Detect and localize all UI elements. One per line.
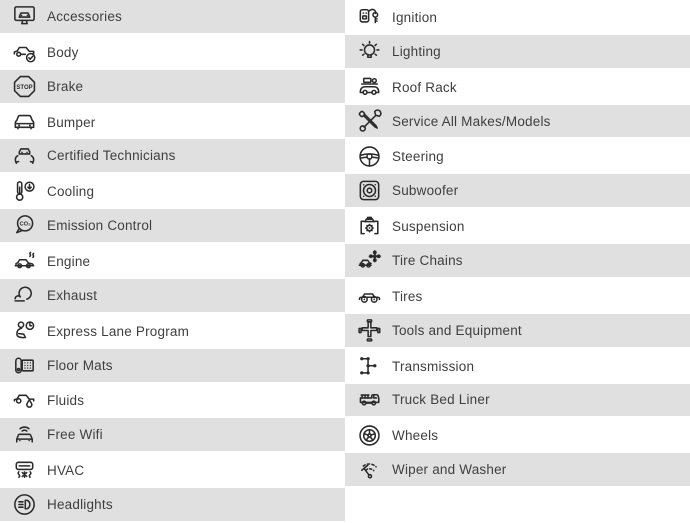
engine-icon bbox=[10, 247, 38, 275]
subwoofer-icon bbox=[355, 177, 383, 205]
category-row[interactable]: Body bbox=[0, 35, 345, 70]
category-label: Wiper and Washer bbox=[392, 462, 507, 478]
category-label: Tire Chains bbox=[392, 252, 463, 268]
fluids-icon bbox=[10, 387, 38, 415]
category-row[interactable]: Ignition bbox=[345, 0, 690, 35]
hvac-icon bbox=[10, 457, 38, 485]
category-row[interactable]: STOP Brake bbox=[0, 69, 345, 105]
accessories-icon bbox=[10, 2, 38, 30]
category-row[interactable]: Engine bbox=[0, 244, 345, 279]
exhaust-icon bbox=[10, 281, 38, 309]
category-row[interactable]: Exhaust bbox=[0, 278, 345, 314]
category-row[interactable]: Express Lane Program bbox=[0, 314, 345, 349]
category-label: HVAC bbox=[47, 463, 85, 479]
tires-icon bbox=[355, 282, 383, 310]
category-label: Floor Mats bbox=[47, 357, 113, 373]
cooling-icon bbox=[10, 178, 38, 206]
category-label: Engine bbox=[47, 253, 91, 269]
category-row[interactable]: Floor Mats bbox=[0, 348, 345, 384]
transmission-icon bbox=[355, 352, 383, 380]
category-row[interactable]: Lighting bbox=[345, 34, 690, 70]
steering-icon bbox=[355, 143, 383, 171]
category-row[interactable]: Cooling bbox=[0, 174, 345, 209]
tools-equipment-icon bbox=[355, 316, 383, 344]
svg-text:CO₂: CO₂ bbox=[19, 222, 31, 228]
category-label: Transmission bbox=[392, 358, 475, 374]
tire-chains-icon bbox=[355, 246, 383, 274]
category-row[interactable]: Steering bbox=[345, 139, 690, 174]
category-row[interactable]: Service All Makes/Models bbox=[345, 104, 690, 140]
ignition-icon bbox=[355, 3, 383, 31]
category-label: Ignition bbox=[392, 9, 438, 25]
svg-text:STOP: STOP bbox=[16, 84, 32, 90]
category-label: Truck Bed Liner bbox=[392, 392, 490, 408]
emission-control-icon: CO₂ bbox=[10, 212, 38, 240]
bumper-icon bbox=[10, 108, 38, 136]
free-wifi-icon bbox=[10, 421, 38, 449]
category-row[interactable]: Truck Bed Liner bbox=[345, 383, 690, 419]
headlights-icon bbox=[10, 491, 38, 519]
amenity-column-right: Ignition Lighting Roof Rack Service All Mak… bbox=[345, 0, 690, 523]
wheels-icon bbox=[355, 422, 383, 450]
amenity-column-left: Accessories Body STOP Brake Bumper Certified … bbox=[0, 0, 345, 523]
body-icon bbox=[10, 38, 38, 66]
category-label: Headlights bbox=[47, 497, 113, 513]
category-label: Cooling bbox=[47, 184, 95, 200]
category-label: Body bbox=[47, 44, 79, 60]
category-label: Accessories bbox=[47, 8, 122, 24]
category-label: Steering bbox=[392, 149, 444, 165]
truck-bed-liner-icon bbox=[355, 386, 383, 414]
floor-mats-icon bbox=[10, 351, 38, 379]
category-label: Suspension bbox=[392, 219, 465, 235]
lighting-icon bbox=[355, 37, 383, 65]
category-label: Lighting bbox=[392, 43, 441, 59]
roof-rack-icon bbox=[355, 73, 383, 101]
category-row[interactable]: CO₂ Emission Control bbox=[0, 209, 345, 245]
category-label: Express Lane Program bbox=[47, 323, 190, 339]
certified-technicians-icon bbox=[10, 142, 38, 170]
category-row[interactable]: Roof Rack bbox=[345, 70, 690, 105]
wiper-washer-icon bbox=[355, 456, 383, 484]
category-label: Wheels bbox=[392, 428, 439, 444]
category-label: Free Wifi bbox=[47, 427, 103, 443]
category-label: Service All Makes/Models bbox=[392, 113, 551, 129]
category-label: Brake bbox=[47, 78, 84, 94]
category-row[interactable]: Tire Chains bbox=[345, 244, 690, 279]
category-row[interactable]: Headlights bbox=[0, 488, 345, 523]
category-label: Subwoofer bbox=[392, 183, 459, 199]
express-lane-icon bbox=[10, 317, 38, 345]
category-row[interactable]: Wheels bbox=[345, 418, 690, 453]
brake-icon: STOP bbox=[10, 72, 38, 100]
category-label: Exhaust bbox=[47, 287, 98, 303]
category-row[interactable]: Subwoofer bbox=[345, 174, 690, 210]
category-row[interactable]: Tires bbox=[345, 279, 690, 314]
category-label: Certified Technicians bbox=[47, 148, 176, 164]
category-label: Roof Rack bbox=[392, 79, 457, 95]
category-row[interactable]: Bumper bbox=[0, 105, 345, 140]
category-row[interactable]: Certified Technicians bbox=[0, 139, 345, 175]
category-label: Fluids bbox=[47, 393, 85, 409]
category-label: Emission Control bbox=[47, 218, 153, 234]
category-row[interactable]: HVAC bbox=[0, 453, 345, 488]
category-row[interactable]: Tools and Equipment bbox=[345, 313, 690, 349]
category-row[interactable]: Wiper and Washer bbox=[345, 453, 690, 489]
suspension-icon bbox=[355, 213, 383, 241]
category-row[interactable]: Free Wifi bbox=[0, 418, 345, 454]
category-row[interactable]: Suspension bbox=[345, 209, 690, 244]
category-label: Tires bbox=[392, 288, 423, 304]
category-label: Tools and Equipment bbox=[392, 322, 522, 338]
category-label: Bumper bbox=[47, 114, 96, 130]
category-row[interactable]: Accessories bbox=[0, 0, 345, 35]
category-row[interactable]: Fluids bbox=[0, 384, 345, 419]
service-all-makes-icon bbox=[355, 107, 383, 135]
category-row[interactable]: Transmission bbox=[345, 349, 690, 384]
